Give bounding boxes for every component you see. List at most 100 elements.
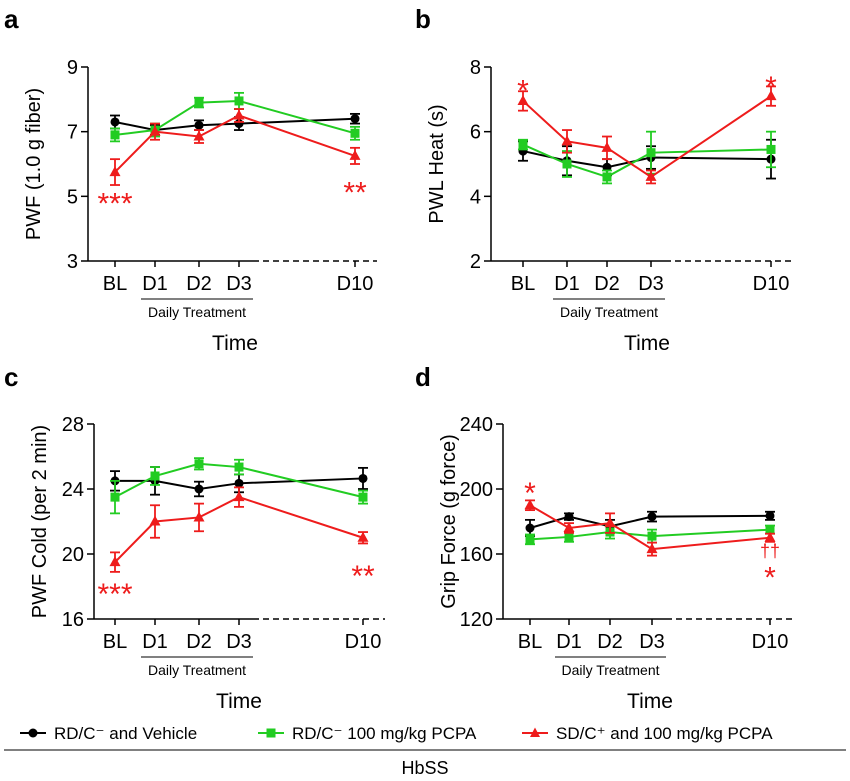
data-point-triangle	[601, 141, 613, 152]
significance-marker: ***	[97, 188, 132, 221]
data-point-circle	[602, 162, 612, 172]
legend-item-pcpa-rd[interactable]: RD/C⁻ 100 mg/kg PCPA	[258, 724, 477, 743]
x-tick-label: BL	[103, 273, 127, 295]
significance-marker: ***	[97, 578, 132, 611]
x-tick-label: D3	[639, 631, 665, 653]
legend-label-pcpa-sd: SD/C⁺ and 100 mg/kg PCPA	[556, 724, 773, 743]
x-tick-label: D3	[638, 273, 664, 295]
data-point-circle	[350, 114, 360, 124]
data-point-triangle	[193, 511, 205, 522]
significance-marker: **	[343, 176, 367, 209]
significance-marker: *	[524, 477, 536, 510]
data-point-triangle	[524, 499, 536, 510]
y-tick-label: 6	[470, 122, 481, 144]
data-point-circle	[194, 484, 204, 494]
series-pcpa-sd	[517, 85, 777, 185]
data-point-circle	[234, 478, 244, 488]
y-axis-label: PWL Heat (s)	[426, 104, 448, 223]
y-tick-label: 240	[460, 414, 493, 436]
data-point-circle	[765, 511, 775, 521]
series-pcpa-rd	[518, 130, 776, 185]
y-tick-label: 9	[67, 57, 78, 79]
significance-marker: **	[351, 560, 375, 593]
footer-label: HbSS	[401, 758, 448, 778]
data-point-circle	[647, 512, 657, 522]
data-point-square	[562, 159, 572, 169]
series-pcpa-sd	[524, 499, 776, 557]
x-tick-label: D2	[186, 631, 212, 653]
data-point-square	[765, 525, 775, 535]
data-point-triangle	[561, 135, 573, 146]
series-pcpa-sd	[109, 108, 361, 186]
data-point-triangle	[233, 491, 245, 502]
data-point-triangle	[563, 522, 575, 532]
x-tick-label: D2	[594, 273, 620, 295]
y-tick-label: 24	[62, 479, 84, 501]
data-point-square	[110, 130, 120, 140]
panel-a: a 3 5 7 9 PWF (1.0 g fiber) BL D1 D2 D3 D10 Daily T…	[4, 4, 377, 355]
x-axis-label: Time	[216, 690, 262, 713]
x-tick-label: D3	[226, 631, 252, 653]
y-tick-label: 8	[470, 57, 481, 79]
y-tick-label: 2	[470, 251, 481, 273]
data-point-square	[602, 172, 612, 182]
y-tick-label: 28	[62, 414, 84, 436]
data-point-circle	[525, 523, 535, 533]
x-tick-label: D10	[337, 273, 374, 295]
legend-marker-pcpa-sd	[530, 727, 540, 737]
legend: RD/C⁻ and Vehicle RD/C⁻ 100 mg/kg PCPA S…	[4, 724, 846, 778]
x-tick-label: BL	[518, 631, 542, 653]
y-tick-label: 7	[67, 122, 78, 144]
treatment-bracket-label: Daily Treatment	[148, 662, 246, 678]
data-point-square	[518, 140, 528, 150]
data-point-triangle	[349, 149, 361, 160]
data-point-triangle	[357, 531, 369, 542]
y-axis-label: PWF Cold (per 2 min)	[29, 425, 51, 618]
panels: a 3 5 7 9 PWF (1.0 g fiber) BL D1 D2 D3 D10 Daily T…	[4, 4, 793, 713]
y-tick-label: 4	[470, 186, 481, 208]
x-tick-label: BL	[103, 631, 127, 653]
legend-item-pcpa-sd[interactable]: SD/C⁺ and 100 mg/kg PCPA	[522, 724, 773, 743]
x-tick-label: D2	[597, 631, 623, 653]
legend-marker-pcpa-rd	[266, 728, 276, 738]
treatment-bracket-label: Daily Treatment	[148, 304, 246, 320]
significance-marker: *	[517, 74, 529, 107]
x-tick-label: D1	[142, 273, 168, 295]
data-point-square	[194, 98, 204, 108]
x-tick-label: BL	[511, 273, 535, 295]
data-point-triangle	[764, 531, 776, 542]
legend-item-vehicle[interactable]: RD/C⁻ and Vehicle	[20, 724, 197, 743]
data-point-square	[350, 128, 360, 138]
data-point-square	[234, 96, 244, 106]
data-point-square	[234, 462, 244, 472]
y-tick-label: 200	[460, 479, 493, 501]
treatment-bracket-label: Daily Treatment	[560, 304, 658, 320]
data-point-triangle	[109, 556, 121, 567]
data-point-triangle	[109, 166, 121, 177]
significance-marker: *	[764, 562, 776, 595]
y-tick-label: 120	[460, 609, 493, 631]
x-tick-label: D1	[142, 631, 168, 653]
significance-marker: ††	[760, 541, 780, 561]
data-point-square	[766, 144, 776, 154]
series-pcpa-sd	[109, 486, 369, 573]
y-tick-label: 20	[62, 544, 84, 566]
data-point-triangle	[149, 125, 161, 136]
data-point-circle	[358, 473, 368, 483]
panel-b: b 2 4 6 8 PWL Heat (s) BL D1 D2 D3 D10 Daily Treatm…	[415, 4, 793, 355]
data-point-triangle	[233, 109, 245, 120]
y-tick-label: 16	[62, 609, 84, 631]
x-tick-label: D1	[554, 273, 580, 295]
panel-letter: c	[4, 362, 18, 392]
legend-label-pcpa-rd: RD/C⁻ 100 mg/kg PCPA	[292, 724, 477, 743]
data-point-circle	[194, 120, 204, 130]
data-point-triangle	[646, 543, 658, 554]
x-tick-label: D3	[226, 273, 252, 295]
panel-letter: a	[4, 4, 19, 34]
y-axis-label: Grip Force (g force)	[438, 434, 460, 608]
y-tick-label: 3	[67, 251, 78, 273]
x-tick-label: D1	[556, 631, 582, 653]
data-point-square	[150, 471, 160, 481]
